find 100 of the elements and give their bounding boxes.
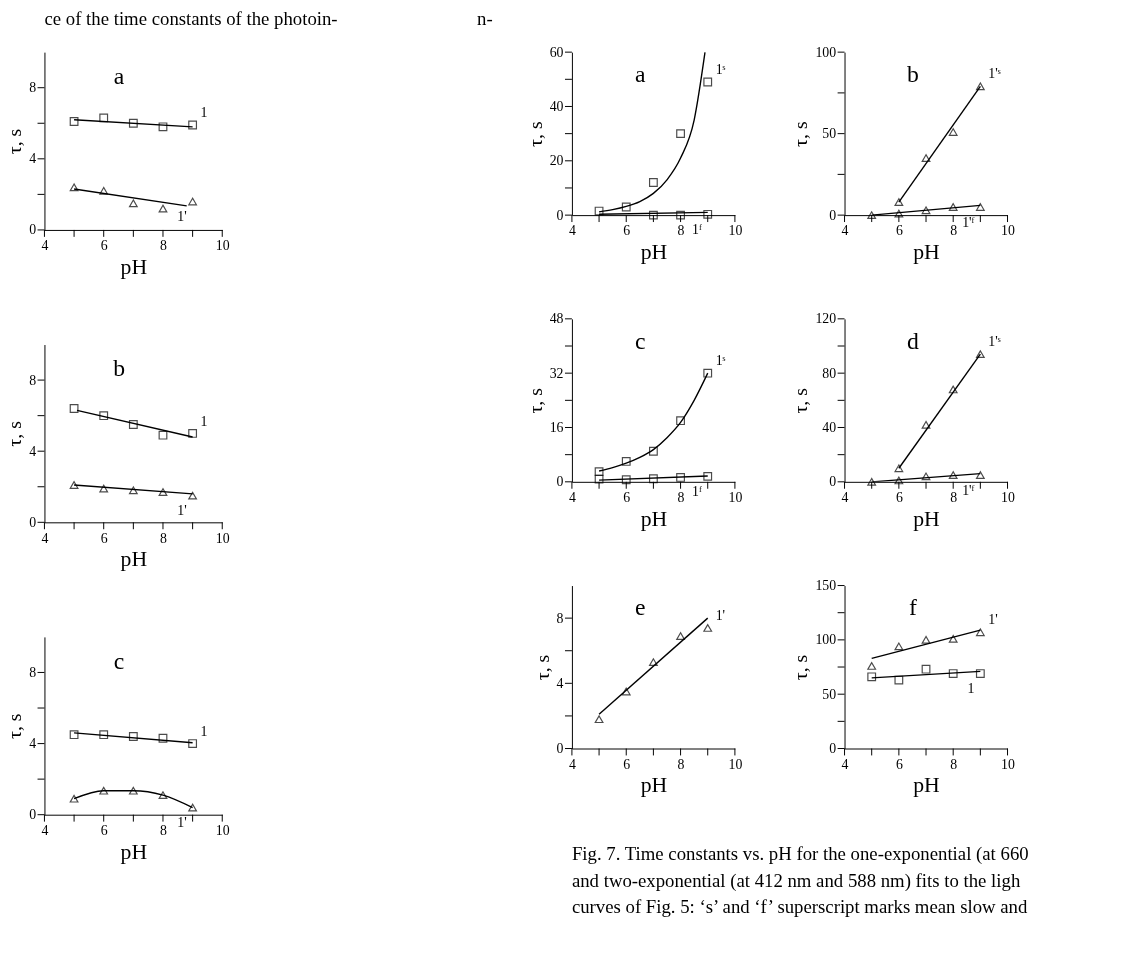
- series-label: 1: [200, 105, 208, 121]
- y-tick-label: 0: [829, 474, 837, 490]
- y-tick-label: 48: [549, 311, 564, 327]
- x-tick-label: 8: [950, 223, 958, 239]
- series-label: 1ˢ: [715, 62, 726, 78]
- y-tick-label: 0: [556, 474, 564, 490]
- y-tick-label: 0: [29, 807, 37, 823]
- x-tick-label: 6: [100, 822, 108, 838]
- x-tick-label: 10: [728, 490, 743, 506]
- x-tick-label: 6: [100, 530, 108, 546]
- x-tick-label: 8: [677, 223, 685, 239]
- x-tick-label: 4: [568, 756, 576, 772]
- x-tick-label: 8: [677, 756, 685, 772]
- x-tick-label: 8: [160, 238, 168, 254]
- series-label: 1'ˢ: [988, 66, 1001, 82]
- y-tick-label: 0: [29, 514, 37, 530]
- text: ce of the time constants of the photoin-: [44, 8, 338, 30]
- caption: Fig. 7. Time constants vs. pH for the one-exponential (at 660: [571, 843, 1029, 866]
- y-axis-title: τ, s: [530, 654, 553, 681]
- x-tick-label: 10: [215, 238, 230, 254]
- series-label: 1'ˢ: [988, 334, 1001, 350]
- y-tick-label: 0: [829, 740, 837, 756]
- x-axis-title: pH: [120, 839, 148, 864]
- y-tick-label: 20: [549, 153, 564, 169]
- y-tick-label: 40: [549, 98, 564, 114]
- x-tick-label: 4: [568, 223, 576, 239]
- text: curves of Fig. 5: ‘s’ and ‘f’ superscript marks mean slow and: [571, 896, 1028, 918]
- y-tick-label: 4: [29, 443, 37, 459]
- x-tick-label: 10: [1001, 756, 1016, 772]
- y-axis-title: τ, s: [523, 121, 546, 147]
- chart-title: b: [113, 355, 126, 382]
- chart-title: e: [635, 594, 646, 621]
- x-tick-label: 4: [841, 490, 849, 506]
- series-label: 1'ᶠ: [962, 214, 975, 230]
- chart-title: a: [635, 60, 647, 87]
- y-tick-label: 8: [29, 372, 37, 388]
- x-tick-label: 6: [623, 490, 631, 506]
- series-label: 1: [967, 681, 975, 697]
- y-tick-label: 50: [822, 126, 837, 142]
- y-axis-title: τ, s: [3, 713, 26, 740]
- x-tick-label: 6: [895, 490, 903, 506]
- series-label: 1': [715, 608, 726, 624]
- x-tick-label: 6: [895, 223, 903, 239]
- x-axis-title: pH: [913, 773, 941, 798]
- series-label: 1': [988, 612, 998, 628]
- x-tick-label: 4: [841, 756, 849, 772]
- x-axis-title: pH: [640, 240, 668, 265]
- x-tick-label: 8: [677, 490, 685, 506]
- x-tick-label: 10: [215, 822, 230, 838]
- series-label: 1: [200, 723, 208, 739]
- y-axis-title: τ, s: [3, 421, 26, 447]
- chart-title: b: [907, 60, 919, 87]
- x-tick-label: 4: [568, 490, 576, 506]
- y-tick-label: 8: [29, 664, 37, 680]
- y-tick-label: 4: [29, 736, 37, 752]
- chart-title: f: [909, 594, 918, 621]
- y-axis-title: τ, s: [523, 388, 546, 414]
- y-tick-label: 8: [556, 610, 564, 626]
- x-tick-label: 6: [623, 223, 631, 239]
- chart-title: c: [113, 647, 125, 674]
- x-axis-title: pH: [913, 506, 941, 531]
- y-tick-label: 16: [549, 419, 564, 435]
- x-tick-label: 4: [41, 822, 49, 838]
- y-axis-title: τ, s: [789, 388, 812, 414]
- x-axis-title: pH: [913, 240, 941, 265]
- y-tick-label: 100: [815, 632, 837, 648]
- x-tick-label: 10: [215, 530, 230, 546]
- x-tick-label: 8: [950, 490, 958, 506]
- x-tick-label: 4: [41, 238, 49, 254]
- chart-title: a: [113, 62, 125, 89]
- x-tick-label: 4: [41, 530, 49, 546]
- series-label: 1: [200, 413, 208, 429]
- x-axis-title: pH: [120, 254, 148, 279]
- y-tick-label: 80: [822, 365, 837, 381]
- y-tick-label: 60: [549, 44, 564, 60]
- y-tick-label: 32: [549, 365, 564, 381]
- y-tick-label: 120: [815, 311, 837, 327]
- x-tick-label: 8: [160, 822, 168, 838]
- y-axis-title: τ, s: [3, 128, 26, 155]
- series-label: 1'ᶠ: [962, 482, 975, 498]
- series-label: 1ᶠ: [692, 222, 702, 238]
- x-tick-label: 10: [728, 756, 743, 772]
- series-label: 1ˢ: [715, 353, 726, 369]
- series-label: 1': [177, 209, 187, 225]
- x-tick-label: 10: [1001, 223, 1016, 239]
- y-axis-title: τ, s: [789, 654, 812, 681]
- x-tick-label: 6: [623, 756, 631, 772]
- y-tick-label: 0: [829, 207, 837, 223]
- y-axis-title: τ, s: [789, 121, 812, 147]
- y-tick-label: 0: [556, 740, 564, 756]
- y-tick-label: 4: [556, 675, 564, 691]
- text: n-: [477, 8, 493, 30]
- x-axis-title: pH: [640, 506, 668, 531]
- x-tick-label: 6: [895, 756, 903, 772]
- chart-title: d: [907, 327, 920, 354]
- series-label: 1ᶠ: [692, 484, 702, 500]
- chart-title: c: [635, 327, 646, 354]
- y-tick-label: 150: [815, 577, 837, 593]
- x-tick-label: 8: [160, 530, 168, 546]
- x-tick-label: 8: [950, 756, 958, 772]
